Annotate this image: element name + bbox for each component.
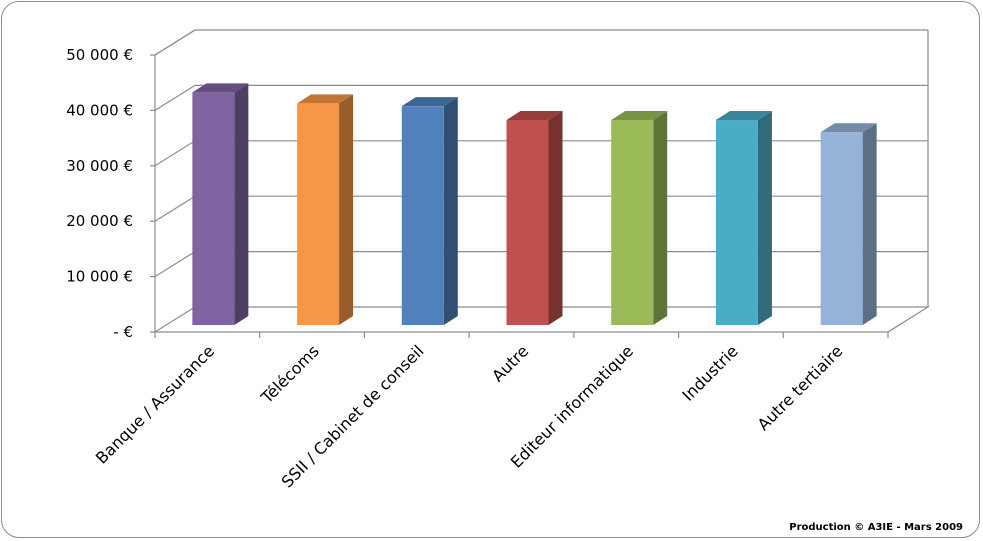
production-credit: Production © A3IE - Mars 2009 bbox=[789, 522, 963, 533]
bar-3 bbox=[506, 111, 563, 326]
bar-top bbox=[715, 111, 772, 121]
bar-side bbox=[443, 97, 458, 325]
bar-6 bbox=[820, 123, 877, 325]
gridline bbox=[154, 29, 928, 56]
bar-side bbox=[548, 111, 563, 326]
bar-front bbox=[192, 92, 235, 325]
axes bbox=[150, 54, 889, 338]
bar-front bbox=[297, 103, 340, 326]
x-tick-label: Industrie bbox=[678, 341, 741, 404]
gridline bbox=[154, 84, 928, 111]
bar-side bbox=[653, 111, 668, 326]
y-tick-label: 10 000 € bbox=[66, 268, 133, 286]
x-tick-label: Télécoms bbox=[257, 341, 323, 407]
bar-side bbox=[862, 123, 877, 325]
bar-side bbox=[234, 83, 249, 325]
bar-top bbox=[192, 83, 249, 93]
x-tick-label: Banque / Assurance bbox=[92, 341, 218, 467]
y-tick-label: - € bbox=[113, 323, 133, 341]
bar-side bbox=[757, 111, 772, 326]
bar-4 bbox=[611, 111, 668, 326]
bar-side bbox=[339, 94, 354, 326]
x-tick-label: Autre bbox=[488, 341, 532, 385]
bar-top bbox=[611, 111, 668, 121]
bar-2 bbox=[401, 97, 458, 325]
y-tick-labels: - € 10 000 € 20 000 € 30 000 € 40 000 € 50 00… bbox=[66, 46, 133, 341]
y-tick-label: 50 000 € bbox=[66, 46, 133, 64]
bar-top bbox=[506, 111, 563, 121]
bar-front bbox=[506, 120, 549, 326]
y-tick-label: 20 000 € bbox=[66, 212, 133, 230]
bar-front bbox=[401, 106, 444, 325]
bar-top bbox=[401, 97, 458, 107]
bar-0 bbox=[192, 83, 249, 325]
x-tick-label: Editeur informatique bbox=[507, 341, 637, 471]
bar-front bbox=[611, 120, 654, 326]
gridlines bbox=[154, 29, 928, 278]
bar-top bbox=[820, 123, 877, 133]
bar-top bbox=[297, 94, 354, 104]
bars bbox=[192, 83, 877, 326]
y-tick-label: 40 000 € bbox=[66, 101, 133, 119]
bar-5 bbox=[715, 111, 772, 326]
x-tick-label: Autre tertiaire bbox=[754, 341, 847, 434]
bar-front bbox=[820, 132, 863, 325]
bar-front bbox=[715, 120, 758, 326]
bar-1 bbox=[297, 94, 354, 326]
y-tick-label: 30 000 € bbox=[66, 157, 133, 175]
